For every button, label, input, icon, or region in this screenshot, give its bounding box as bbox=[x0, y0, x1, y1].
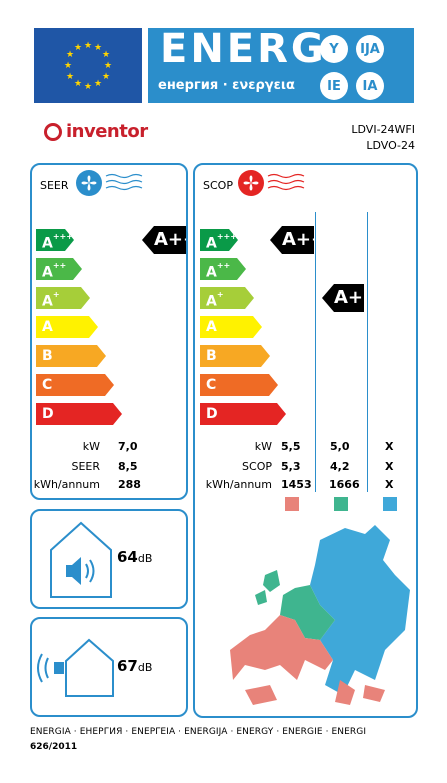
svg-text:★: ★ bbox=[64, 61, 72, 71]
seer-class-arrow: A++ bbox=[36, 258, 82, 280]
svg-text:★: ★ bbox=[102, 50, 110, 60]
speaker-icon bbox=[66, 557, 81, 585]
model-indoor: LDVI-24WFI bbox=[351, 123, 415, 136]
brand-name: inventor bbox=[66, 121, 148, 142]
heat-label-scop: SCOP bbox=[242, 460, 272, 473]
heat-average-kw: 5,0 bbox=[330, 440, 350, 453]
heat-colder-kwh: X bbox=[385, 478, 394, 491]
seer-class-arrow: D bbox=[36, 403, 122, 425]
scop-warmer-rating-label: A+++ bbox=[282, 229, 342, 250]
footer-languages: ENERGIA · ЕНЕРГИЯ · ΕΝΕΡΓΕΙΑ · ENERGIJA … bbox=[30, 727, 367, 737]
svg-text:★: ★ bbox=[102, 72, 110, 82]
seer-class-arrow: A bbox=[36, 316, 98, 338]
column-divider bbox=[315, 212, 316, 492]
seer-rating-label: A+++ bbox=[154, 229, 214, 250]
scop-title: SCOP bbox=[203, 179, 233, 192]
svg-text:★: ★ bbox=[66, 50, 74, 60]
svg-text:★: ★ bbox=[74, 43, 82, 53]
indoor-noise-value: 64dB bbox=[117, 548, 153, 566]
house-icon bbox=[48, 520, 114, 604]
warmer-zone-swatch bbox=[285, 497, 299, 511]
energy-subtitle: енергия · ενεργεια bbox=[158, 78, 295, 93]
seer-class-arrow: A+++ bbox=[36, 229, 74, 251]
heat-colder-scop: X bbox=[385, 460, 394, 473]
fan-icon bbox=[74, 168, 144, 202]
brand-logo-icon bbox=[44, 123, 62, 141]
svg-text:★: ★ bbox=[84, 41, 92, 51]
heat-label-kw: kW bbox=[254, 440, 272, 453]
svg-text:★: ★ bbox=[66, 72, 74, 82]
energy-title: ENERG bbox=[160, 26, 327, 72]
lang-badge: IA bbox=[356, 72, 384, 100]
indoor-noise-panel bbox=[30, 509, 188, 609]
scop-class-arrow: C bbox=[200, 374, 278, 396]
heat-warmer-scop: 5,3 bbox=[281, 460, 301, 473]
heat-fan-icon bbox=[236, 168, 306, 202]
scop-class-arrow: A bbox=[200, 316, 262, 338]
cool-value-kwh: 288 bbox=[118, 478, 141, 491]
scop-class-arrow: A++ bbox=[200, 258, 246, 280]
svg-text:★: ★ bbox=[74, 79, 82, 89]
seer-class-arrow: C bbox=[36, 374, 114, 396]
cool-value-kw: 7,0 bbox=[118, 440, 138, 453]
cool-value-seer: 8,5 bbox=[118, 460, 138, 473]
scop-class-arrow: D bbox=[200, 403, 286, 425]
seer-class-arrow: B bbox=[36, 345, 106, 367]
cool-label-kwh: kWh/annum bbox=[33, 478, 100, 491]
scop-class-arrow: B bbox=[200, 345, 270, 367]
scop-average-rating-badge: A+ bbox=[322, 284, 364, 312]
seer-title: SEER bbox=[40, 179, 69, 192]
scop-class-arrow: A+++ bbox=[200, 229, 238, 251]
cool-label-kw: kW bbox=[82, 440, 100, 453]
model-outdoor: LDVO-24 bbox=[366, 139, 415, 152]
eu-flag-icon: ★ ★ ★ ★ ★ ★ ★ ★ ★ ★ ★ ★ bbox=[34, 28, 142, 103]
heat-colder-kw: X bbox=[385, 440, 394, 453]
regulation-number: 626/2011 bbox=[30, 742, 78, 752]
column-divider bbox=[367, 212, 368, 492]
heat-warmer-kwh: 1453 bbox=[281, 478, 312, 491]
lang-badge: IE bbox=[320, 72, 348, 100]
svg-text:★: ★ bbox=[84, 82, 92, 92]
outdoor-house-icon bbox=[36, 636, 116, 702]
seer-class-arrow: A+ bbox=[36, 287, 90, 309]
heat-label-kwh: kWh/annum bbox=[205, 478, 272, 491]
scop-class-arrow: A+ bbox=[200, 287, 254, 309]
heat-average-scop: 4,2 bbox=[330, 460, 350, 473]
heat-average-kwh: 1666 bbox=[329, 478, 360, 491]
scop-average-rating-label: A+ bbox=[334, 287, 364, 308]
average-zone-swatch bbox=[334, 497, 348, 511]
lang-badge: IJA bbox=[356, 35, 384, 63]
cool-label-seer: SEER bbox=[71, 460, 100, 473]
outdoor-noise-value: 67dB bbox=[117, 657, 153, 675]
heat-warmer-kw: 5,5 bbox=[281, 440, 301, 453]
europe-map bbox=[225, 520, 415, 714]
lang-badge: Y bbox=[320, 35, 348, 63]
svg-text:★: ★ bbox=[104, 61, 112, 71]
colder-zone-swatch bbox=[383, 497, 397, 511]
svg-text:★: ★ bbox=[94, 43, 102, 53]
svg-text:★: ★ bbox=[94, 79, 102, 89]
